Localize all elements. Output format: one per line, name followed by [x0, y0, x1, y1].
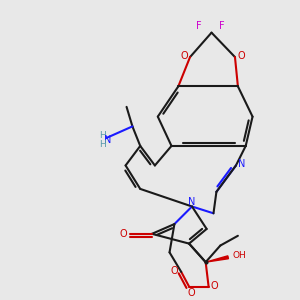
Text: H: H	[99, 140, 106, 149]
Text: N: N	[188, 196, 196, 207]
Text: F: F	[220, 21, 225, 31]
Polygon shape	[206, 256, 228, 262]
Text: N: N	[104, 135, 112, 145]
Text: H: H	[99, 131, 106, 140]
Text: O: O	[180, 51, 188, 61]
Text: N: N	[238, 160, 245, 170]
Text: F: F	[196, 21, 202, 31]
Text: O: O	[187, 288, 195, 298]
Text: OH: OH	[233, 251, 247, 260]
Text: O: O	[120, 229, 128, 239]
Text: O: O	[171, 266, 178, 276]
Text: O: O	[237, 51, 244, 61]
Text: O: O	[211, 280, 218, 291]
